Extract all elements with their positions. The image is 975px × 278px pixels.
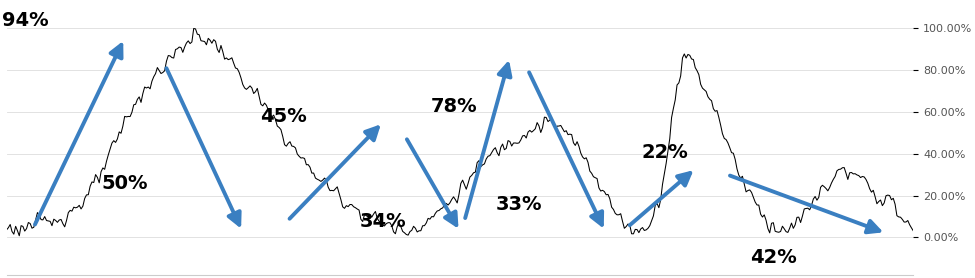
Text: 33%: 33% xyxy=(496,195,543,214)
Text: 50%: 50% xyxy=(101,174,148,193)
Text: 34%: 34% xyxy=(360,212,407,231)
Text: 45%: 45% xyxy=(260,107,307,126)
Text: 78%: 78% xyxy=(431,97,478,116)
Text: 42%: 42% xyxy=(750,248,797,267)
Text: 22%: 22% xyxy=(642,143,688,162)
Text: 94%: 94% xyxy=(2,11,49,30)
